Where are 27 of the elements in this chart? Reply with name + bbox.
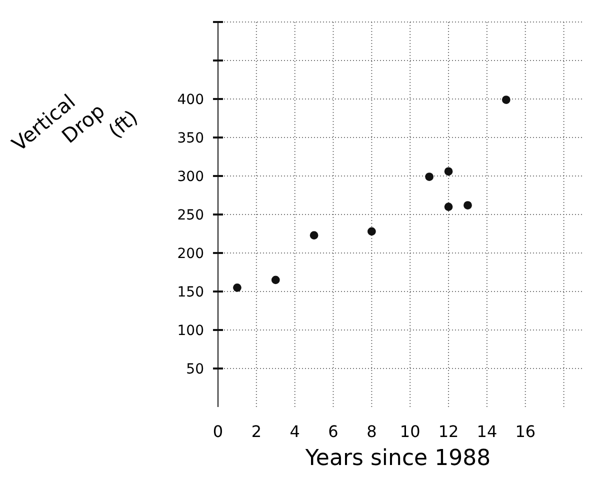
x-tick-label: 14 [476,422,498,441]
y-tick-label: 350 [177,130,204,146]
y-tick-label: 250 [177,207,204,224]
x-tick-label: 4 [290,422,300,441]
x-tick-label: 6 [328,422,338,441]
y-tick-label: 300 [177,168,204,185]
x-tick-label: 16 [515,422,536,441]
point [425,172,434,181]
point [368,227,376,236]
point [271,276,280,284]
x-axis-title: Years since 1988 [304,446,491,471]
point [464,201,472,210]
point [233,283,242,292]
y-tick-label: 400 [177,92,204,108]
y-tick-label: 150 [177,284,204,300]
y-tick-label: 200 [177,246,204,262]
point [444,202,453,211]
point [310,231,318,240]
y-tick-label: 100 [177,322,204,339]
x-tick-label: 8 [366,422,377,441]
x-tick-label: 10 [400,422,420,441]
x-tick-label: 12 [438,422,459,441]
point [444,167,453,176]
y-tick-label: 50 [186,361,204,378]
point [502,96,510,104]
x-tick-label: 2 [251,422,262,441]
x-tick-label: 0 [212,422,224,441]
